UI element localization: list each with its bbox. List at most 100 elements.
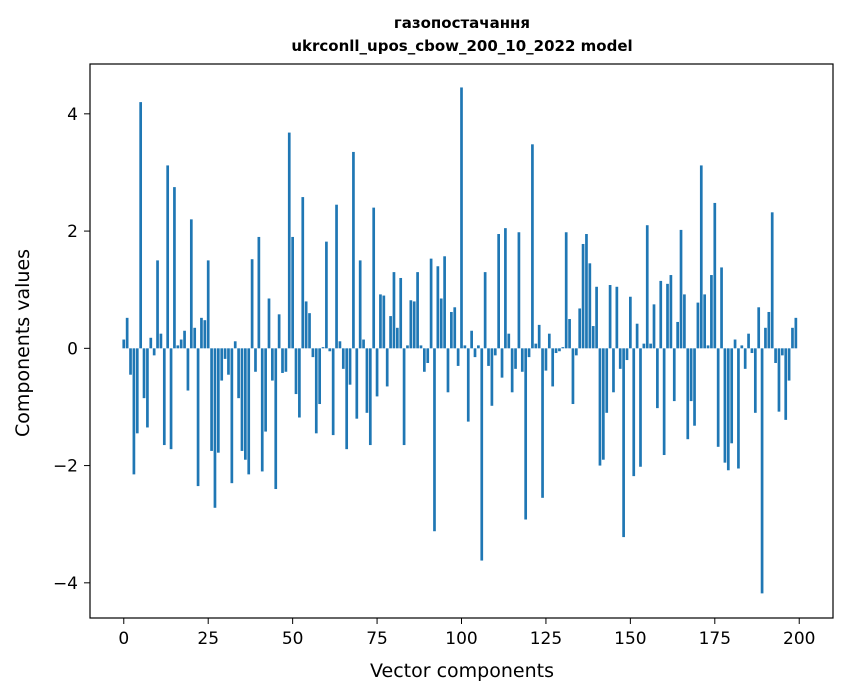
bar — [230, 348, 234, 484]
bar — [750, 348, 754, 354]
bar — [328, 348, 332, 352]
bar — [311, 348, 315, 358]
x-axis-label: Vector components — [370, 660, 554, 682]
bar — [585, 234, 588, 349]
x-tick-label: 200 — [783, 629, 815, 649]
bar — [531, 144, 534, 349]
bar — [558, 348, 561, 352]
bar — [321, 347, 325, 349]
bar — [314, 348, 318, 434]
bar — [264, 348, 267, 432]
bar — [649, 343, 652, 349]
bar — [561, 347, 565, 349]
bar — [183, 330, 186, 349]
x-tick-label: 50 — [282, 629, 304, 649]
bar — [544, 348, 548, 371]
bar — [125, 317, 129, 349]
bar — [385, 348, 389, 387]
bar — [382, 295, 386, 349]
bar — [547, 333, 551, 349]
bar — [368, 348, 372, 446]
bar — [173, 187, 176, 349]
bar — [625, 348, 629, 361]
bar — [764, 327, 767, 349]
bar — [338, 341, 342, 349]
bar — [517, 232, 521, 349]
bar — [615, 286, 619, 349]
bar — [274, 348, 278, 490]
x-tick-label: 100 — [445, 629, 477, 649]
bars-group — [122, 87, 798, 594]
bar — [216, 348, 220, 453]
bar — [355, 348, 359, 419]
bar — [527, 348, 531, 358]
bar — [352, 151, 355, 349]
bar — [520, 348, 524, 372]
bar — [662, 348, 666, 456]
bar — [406, 345, 409, 349]
bar — [791, 327, 794, 349]
bar — [372, 207, 376, 349]
bar — [375, 348, 379, 397]
chart-title: газопостачання — [394, 14, 530, 32]
bar — [642, 343, 646, 349]
bar — [794, 317, 798, 349]
bar — [774, 348, 777, 363]
bar — [703, 294, 707, 349]
bar — [129, 348, 132, 375]
bar — [287, 132, 291, 349]
bar — [412, 301, 416, 349]
plot-frame — [89, 63, 834, 619]
bar — [554, 348, 558, 354]
bar — [470, 330, 473, 349]
bar — [595, 286, 598, 349]
bar — [271, 348, 274, 381]
bar — [450, 311, 453, 349]
bar — [318, 348, 322, 405]
bar — [301, 197, 305, 349]
bar — [473, 348, 477, 358]
bar — [166, 165, 170, 349]
bar — [162, 348, 166, 446]
bar — [298, 348, 301, 418]
y-tick-label: −2 — [53, 457, 78, 477]
bar — [784, 348, 788, 420]
bar — [672, 348, 676, 402]
bar — [146, 348, 149, 428]
bar — [345, 348, 349, 450]
bar — [149, 337, 153, 349]
bar — [757, 307, 761, 349]
bar — [335, 204, 338, 349]
bar — [399, 277, 403, 349]
bar — [490, 348, 494, 406]
bar — [277, 314, 281, 349]
bar — [541, 348, 544, 498]
bar — [507, 333, 511, 349]
bar — [341, 348, 345, 369]
bar — [122, 339, 126, 349]
bar — [737, 348, 740, 469]
bar — [713, 202, 717, 349]
bar — [591, 326, 595, 349]
bar — [331, 348, 335, 436]
bar — [720, 267, 723, 349]
x-tick-label: 125 — [530, 629, 562, 649]
bar — [753, 348, 757, 413]
bar — [480, 348, 484, 561]
bar — [767, 311, 771, 349]
y-tick-label: 2 — [67, 222, 78, 242]
bar — [716, 348, 720, 447]
y-axis: −4 −2 0 2 4 — [53, 105, 90, 594]
bar — [726, 348, 730, 471]
bar — [429, 258, 433, 349]
bar — [142, 348, 146, 399]
y-tick-label: 4 — [67, 105, 78, 125]
bar — [135, 348, 139, 434]
bar — [514, 348, 517, 369]
bar — [639, 348, 642, 467]
bar — [402, 348, 406, 446]
bar — [537, 324, 541, 349]
bar — [325, 241, 328, 349]
bar — [618, 348, 622, 369]
bar — [612, 348, 615, 393]
